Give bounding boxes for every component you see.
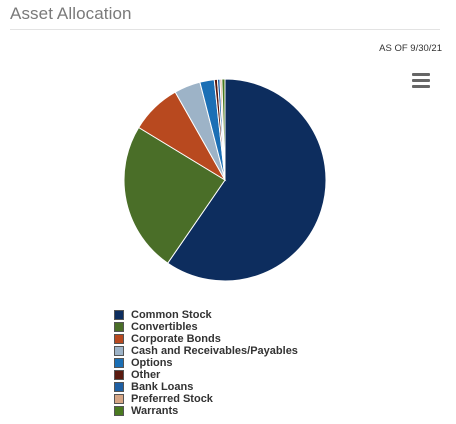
legend-swatch bbox=[114, 310, 124, 320]
pie-slice-convertibles[interactable] bbox=[123, 126, 226, 264]
legend-item-cash-and-receivables-payables[interactable]: Cash and Receivables/Payables bbox=[114, 345, 298, 357]
legend-swatch bbox=[114, 394, 124, 404]
legend-item-other[interactable]: Other bbox=[114, 369, 298, 381]
as-of-date: AS OF 9/30/21 bbox=[379, 43, 442, 54]
legend-label: Corporate Bonds bbox=[131, 333, 221, 345]
legend-swatch bbox=[114, 322, 124, 332]
pie-chart bbox=[123, 78, 327, 282]
legend-swatch bbox=[114, 334, 124, 344]
legend-item-convertibles[interactable]: Convertibles bbox=[114, 321, 298, 333]
legend-item-preferred-stock[interactable]: Preferred Stock bbox=[114, 393, 298, 405]
legend-swatch bbox=[114, 406, 124, 416]
page-title: Asset Allocation bbox=[10, 4, 132, 23]
legend-item-corporate-bonds[interactable]: Corporate Bonds bbox=[114, 333, 298, 345]
legend-swatch bbox=[114, 382, 124, 392]
legend-label: Cash and Receivables/Payables bbox=[131, 345, 298, 357]
legend-label: Other bbox=[131, 369, 161, 381]
legend-item-common-stock[interactable]: Common Stock bbox=[114, 309, 298, 321]
legend-swatch bbox=[114, 358, 124, 368]
legend-swatch bbox=[114, 346, 124, 356]
pie-slice-common-stock[interactable] bbox=[167, 78, 327, 282]
pie-slice-warrants[interactable] bbox=[221, 78, 226, 181]
legend-swatch bbox=[114, 370, 124, 380]
legend-label: Options bbox=[131, 357, 173, 369]
chart-header: Asset Allocation bbox=[10, 3, 440, 30]
legend-item-warrants[interactable]: Warrants bbox=[114, 405, 298, 417]
legend-label: Warrants bbox=[131, 405, 179, 417]
legend-label: Convertibles bbox=[131, 321, 198, 333]
hamburger-menu-icon[interactable] bbox=[412, 73, 430, 89]
legend-label: Preferred Stock bbox=[131, 393, 213, 405]
chart-legend: Common Stock Convertibles Corporate Bonds C… bbox=[114, 309, 298, 417]
legend-label: Bank Loans bbox=[131, 381, 194, 393]
legend-label: Common Stock bbox=[131, 309, 212, 321]
legend-item-options[interactable]: Options bbox=[114, 357, 298, 369]
legend-item-bank-loans[interactable]: Bank Loans bbox=[114, 381, 298, 393]
